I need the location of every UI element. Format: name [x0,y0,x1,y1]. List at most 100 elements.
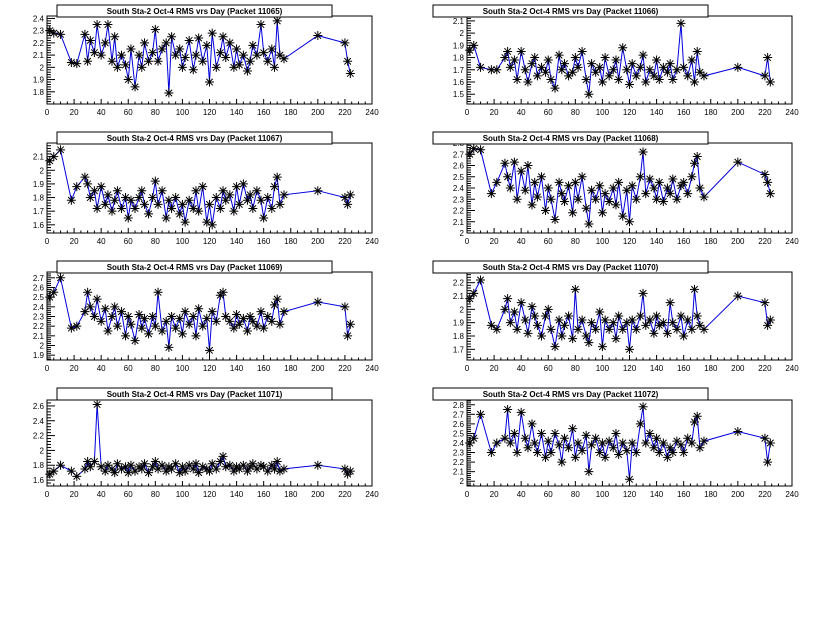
data-point [645,315,655,325]
x-tick-label: 60 [124,364,133,373]
data-point [509,307,519,317]
chart-title-box [432,4,709,18]
x-tick-label: 40 [97,364,106,373]
data-point [345,319,355,329]
data-point [148,462,158,472]
data-point [107,206,117,216]
data-point [465,294,475,304]
x-tick-label: 220 [758,237,772,246]
data-point [649,71,659,81]
chart-title-box [56,260,333,274]
data-point [110,468,120,478]
data-point [649,328,659,338]
chart-title: South Sta-2 Oct-4 RMS vrs Day (Packet 11… [483,7,659,16]
data-point [263,466,273,476]
data-point [532,320,542,330]
y-tick-label: 2 [460,477,465,486]
data-point [638,50,648,60]
data-point [683,433,693,443]
x-tick-label: 140 [230,108,244,117]
data-point [270,300,279,310]
data-point [560,197,569,206]
x-tick-label: 0 [45,364,50,373]
data-point [554,177,564,187]
data-point [692,411,702,421]
data-point [652,55,662,65]
data-point [157,44,167,54]
y-tick-label: 1.8 [453,332,465,341]
data-point [658,62,668,72]
data-point [658,318,668,328]
data-point [683,71,693,81]
x-tick-label: 220 [758,108,772,117]
data-point [554,50,564,60]
data-point [476,409,486,419]
data-point [343,331,353,341]
x-tick-label: 100 [176,237,190,246]
data-point [564,311,574,321]
y-tick-label: 1.8 [453,54,465,63]
data-point [56,145,66,155]
data-point [699,436,709,446]
data-point [512,75,522,85]
data-point [600,189,610,199]
x-tick-label: 240 [785,490,799,499]
data-point [161,213,171,223]
data-point [126,195,136,205]
data-point [96,182,106,192]
data-point [469,288,479,298]
data-point [658,438,668,448]
data-point [270,464,279,474]
x-tick-label: 160 [677,490,691,499]
data-point [49,152,59,162]
data-point [608,443,618,453]
data-point [692,46,702,56]
data-point [665,443,675,453]
data-point [205,345,214,355]
x-tick-label: 120 [203,490,217,499]
data-point [80,29,90,39]
data-point [194,206,204,216]
data-point [267,316,277,326]
data-point [503,172,513,182]
data-point [676,440,686,450]
data-point [690,417,699,427]
data-point [267,44,277,54]
data-point [625,79,634,89]
y-tick-label: 2.1 [453,218,465,227]
data-point [107,56,117,66]
x-tick-label: 220 [758,364,772,373]
data-point [144,329,154,339]
data-point [683,315,693,325]
data-point [541,311,551,321]
data-point [584,89,594,99]
data-point [211,193,221,203]
data-point [121,60,131,70]
x-tick-label: 20 [70,108,79,117]
data-point [672,436,682,446]
y-tick-label: 2 [40,446,45,455]
data-point [550,428,560,438]
x-tick-label: 40 [97,237,106,246]
x-tick-label: 0 [465,490,470,499]
data-point [229,62,239,72]
data-point [188,203,198,213]
data-point [622,318,632,328]
data-point [157,326,167,336]
chart-title: South Sta-2 Oct-4 RMS vrs Day (Packet 11… [107,263,283,272]
data-point [564,71,574,81]
x-tick-label: 80 [151,364,160,373]
data-point [103,326,113,336]
data-point [259,462,269,472]
data-point [167,32,177,42]
data-point [560,320,569,330]
data-point [541,67,551,77]
data-point [279,464,289,474]
data-point [654,177,664,187]
data-point [618,324,628,334]
data-point [733,157,743,167]
x-tick-label: 120 [203,237,217,246]
data-point [631,448,641,458]
data-point [486,320,496,330]
data-point [662,328,672,338]
